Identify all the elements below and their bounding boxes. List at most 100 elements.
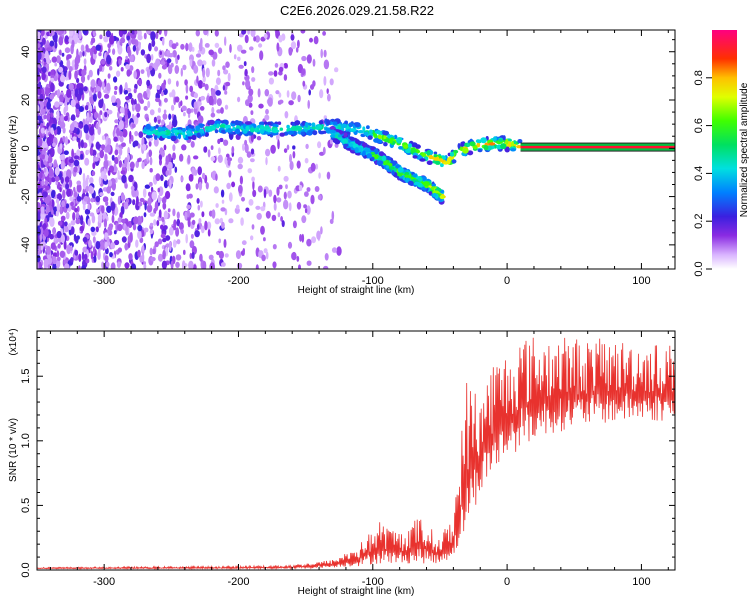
noise-speck <box>189 252 193 259</box>
noise-speck <box>161 37 165 46</box>
noise-speck <box>221 262 226 267</box>
noise-speck <box>56 55 61 64</box>
noise-speck <box>118 120 125 130</box>
noise-speck <box>139 197 145 203</box>
snr-line <box>37 337 675 570</box>
noise-speck <box>50 177 56 183</box>
noise-speck <box>118 30 124 38</box>
noise-speck <box>59 49 62 56</box>
noise-speck <box>218 250 224 260</box>
noise-speck <box>215 173 218 181</box>
noise-speck <box>273 70 278 77</box>
colorbar-gradient <box>712 30 737 269</box>
spectral-ridge-point <box>475 139 481 144</box>
noise-speck <box>118 116 123 121</box>
noise-speck <box>113 163 117 171</box>
noise-speck <box>292 151 296 159</box>
noise-speck <box>50 127 54 135</box>
noise-speck <box>220 107 224 114</box>
noise-speck <box>83 253 88 260</box>
noise-speck <box>163 109 167 114</box>
noise-speck <box>313 36 319 45</box>
spectral-ridge-point <box>196 132 201 138</box>
noise-speck <box>283 148 288 154</box>
noise-speck <box>296 201 302 210</box>
noise-speck <box>283 199 289 210</box>
noise-speck <box>70 226 75 235</box>
noise-speck <box>63 259 69 265</box>
noise-speck <box>59 187 62 193</box>
noise-speck <box>193 101 198 109</box>
noise-speck <box>68 66 73 72</box>
spectral-branch-point <box>364 147 371 153</box>
noise-speck <box>134 30 138 35</box>
noise-speck <box>158 30 162 35</box>
spectral-branch-point <box>366 153 373 159</box>
spectral-ridge-point <box>337 125 342 130</box>
noise-speck <box>268 77 274 85</box>
noise-speck <box>188 260 194 269</box>
noise-speck <box>241 240 247 246</box>
noise-speck <box>213 186 219 194</box>
noise-speck <box>190 233 194 239</box>
noise-speck <box>278 99 284 104</box>
noise-speck <box>82 30 88 35</box>
noise-speck <box>250 134 254 143</box>
noise-speck <box>206 221 212 230</box>
noise-speck <box>276 42 280 52</box>
noise-speck <box>133 88 137 94</box>
noise-speck <box>218 238 221 244</box>
noise-speck <box>95 195 101 203</box>
noise-speck <box>148 140 152 147</box>
noise-speck <box>263 33 268 39</box>
noise-speck <box>40 108 46 115</box>
noise-speck <box>148 181 153 187</box>
spectral-branch-point <box>354 147 359 153</box>
noise-speck <box>64 221 68 227</box>
noise-speck <box>215 77 221 85</box>
noise-speck <box>53 37 58 43</box>
noise-speck <box>40 127 45 134</box>
spectral-ridge-point <box>185 130 192 134</box>
noise-speck <box>149 156 153 166</box>
noise-speck <box>222 85 226 91</box>
noise-speck <box>110 191 115 197</box>
noise-speck <box>215 90 221 96</box>
snr-frame <box>36 330 676 571</box>
noise-speck <box>37 147 40 157</box>
noise-speck <box>202 260 207 269</box>
noise-speck <box>162 249 166 260</box>
noise-speck <box>114 119 119 124</box>
noise-speck <box>305 143 309 149</box>
noise-speck <box>185 84 189 94</box>
noise-speck <box>66 59 71 69</box>
noise-speck <box>326 171 331 180</box>
spectral-branch-point <box>370 147 375 151</box>
spectral-ridge-point <box>438 158 444 162</box>
spectral-branch-point <box>376 160 384 166</box>
noise-speck <box>74 249 79 256</box>
noise-speck <box>146 79 151 87</box>
spectral-ridge-point <box>153 135 158 140</box>
noise-speck <box>193 155 199 160</box>
noise-speck <box>113 230 117 235</box>
noise-speck <box>250 110 254 115</box>
noise-speck <box>304 157 309 164</box>
spectral-ridge-point <box>449 151 455 157</box>
noise-speck <box>38 192 42 199</box>
spectral-ridge-point <box>505 138 509 145</box>
noise-speck <box>151 54 154 61</box>
noise-speck <box>71 148 74 159</box>
noise-speck <box>41 66 47 74</box>
noise-speck <box>245 207 250 212</box>
noise-speck <box>197 115 204 124</box>
noise-speck <box>43 228 49 237</box>
noise-speck <box>74 208 78 213</box>
noise-speck <box>214 42 220 49</box>
noise-speck <box>106 54 112 65</box>
noise-speck <box>144 184 151 189</box>
noise-speck <box>211 59 216 67</box>
noise-speck <box>198 41 203 52</box>
noise-speck <box>168 113 172 120</box>
spectrogram-x-axis-label: Height of straight line (km) <box>298 285 415 296</box>
